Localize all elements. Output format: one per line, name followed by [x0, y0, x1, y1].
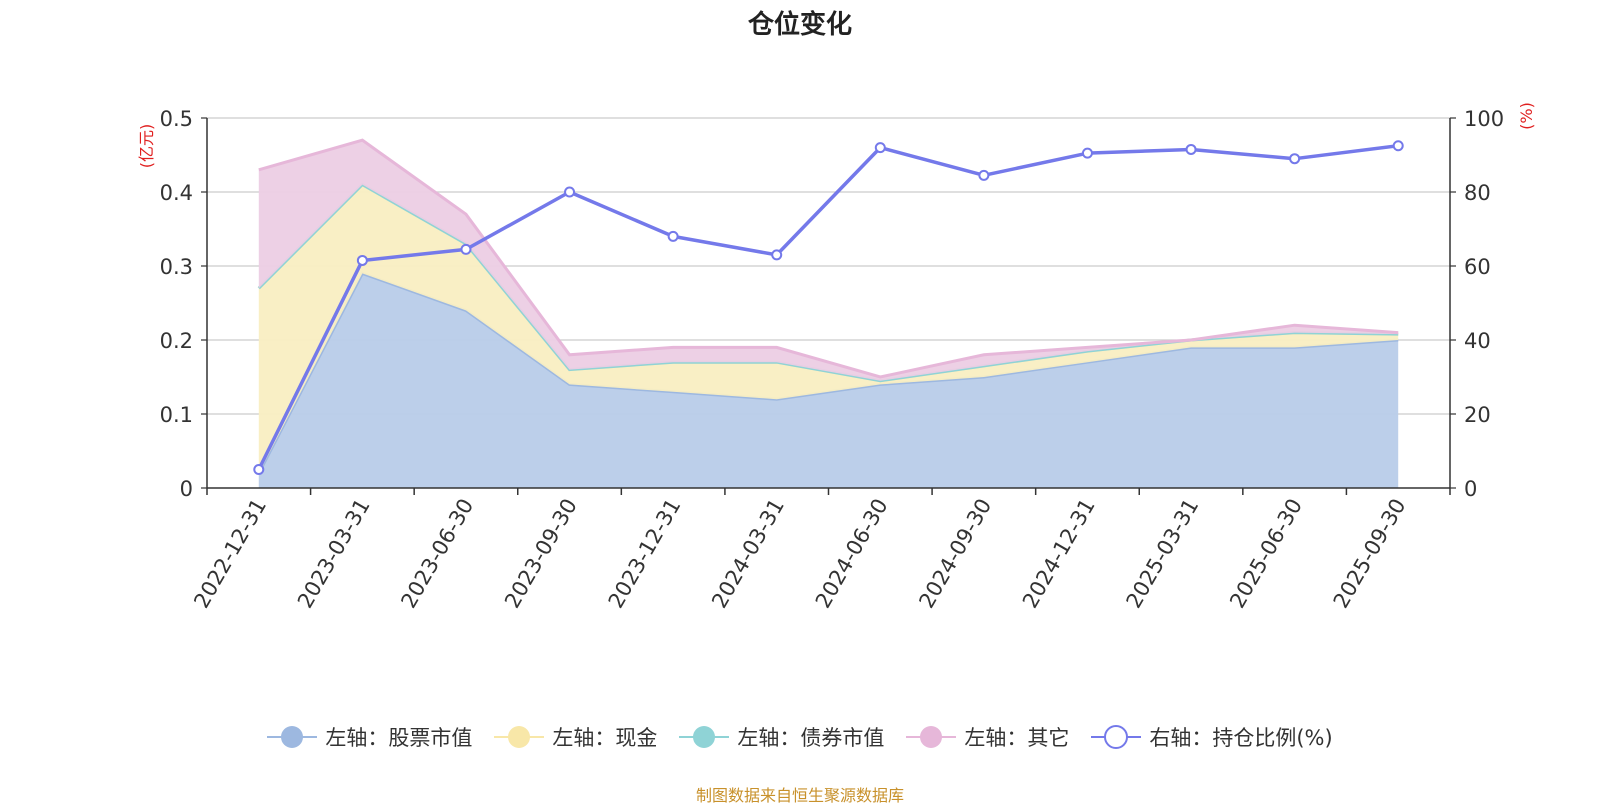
legend-item[interactable]: 左轴：其它 — [906, 722, 1069, 752]
x-tick-label: 2025-03-31 — [1122, 495, 1204, 613]
x-tick-label: 2025-06-30 — [1225, 495, 1307, 613]
legend-item[interactable]: 左轴：债券市值 — [679, 722, 884, 752]
legend-item[interactable]: 右轴：持仓比例(%) — [1091, 722, 1333, 752]
holding-ratio-point — [667, 230, 679, 242]
holding-ratio-point — [771, 249, 783, 261]
holding-ratio-line — [257, 144, 1399, 471]
holding-ratio-point — [564, 186, 576, 198]
legend-item[interactable]: 左轴：股票市值 — [267, 722, 472, 752]
legend-label: 右轴：持仓比例(%) — [1149, 726, 1333, 750]
holding-ratio-point — [978, 169, 990, 181]
left-tick-label: 0.2 — [160, 329, 193, 353]
right-tick-label: 0 — [1464, 477, 1477, 501]
area-series-0 — [258, 273, 1399, 488]
holding-ratio-point — [1289, 153, 1301, 165]
holding-ratio-point — [874, 142, 886, 154]
holding-ratio-point — [1081, 147, 1093, 159]
legend-label: 左轴：其它 — [964, 726, 1070, 750]
legend-label: 左轴：债券市值 — [737, 726, 885, 750]
x-tick-label: 2024-09-30 — [914, 495, 996, 613]
legend-marker-icon — [906, 726, 957, 748]
left-tick-label: 0.5 — [160, 107, 193, 131]
left-axis-unit: (亿元) — [137, 124, 156, 169]
right-tick-label: 80 — [1464, 181, 1491, 205]
left-tick-label: 0 — [180, 477, 193, 501]
area-edge-series-3 — [258, 138, 1399, 379]
holding-ratio-point — [1185, 143, 1197, 155]
legend: 左轴：股票市值 左轴：现金 左轴：债券市值 左轴：其它 右轴：持仓比例(%) — [0, 722, 1600, 752]
legend-label: 左轴：现金 — [552, 726, 658, 750]
right-tick-label: 60 — [1464, 255, 1491, 279]
x-tick-label: 2023-09-30 — [500, 495, 582, 613]
x-tick-label: 2025-09-30 — [1329, 495, 1411, 613]
left-tick-label: 0.1 — [160, 403, 193, 427]
data-source-footer: 制图数据来自恒生聚源数据库 — [695, 786, 904, 805]
left-tick-label: 0.3 — [160, 255, 193, 279]
chart-title: 仓位变化 — [747, 10, 852, 40]
x-tick-label: 2024-03-31 — [707, 495, 789, 613]
legend-marker-icon — [679, 726, 730, 748]
left-tick-label: 0.4 — [160, 181, 193, 205]
holding-ratio-point — [1392, 140, 1404, 152]
right-tick-label: 40 — [1464, 329, 1491, 353]
area-series-1 — [258, 184, 1399, 474]
legend-marker-icon — [1091, 725, 1142, 749]
x-tick-label: 2022-12-31 — [189, 495, 271, 613]
right-axis-unit: (%) — [1517, 102, 1536, 130]
x-tick-label: 2023-12-31 — [604, 495, 686, 613]
right-tick-label: 100 — [1464, 107, 1504, 131]
right-tick-label: 20 — [1464, 403, 1491, 427]
legend-item[interactable]: 左轴：现金 — [494, 722, 657, 752]
legend-marker-icon — [494, 726, 545, 748]
holding-ratio-point — [460, 243, 472, 255]
legend-label: 左轴：股票市值 — [325, 726, 473, 750]
legend-marker-icon — [267, 726, 318, 748]
x-tick-label: 2024-12-31 — [1018, 495, 1100, 613]
holding-ratio-point — [356, 254, 368, 266]
x-tick-label: 2024-06-30 — [811, 495, 893, 613]
x-tick-label: 2023-03-31 — [293, 495, 375, 613]
x-tick-label: 2023-06-30 — [396, 495, 478, 613]
holding-ratio-point — [253, 464, 265, 475]
